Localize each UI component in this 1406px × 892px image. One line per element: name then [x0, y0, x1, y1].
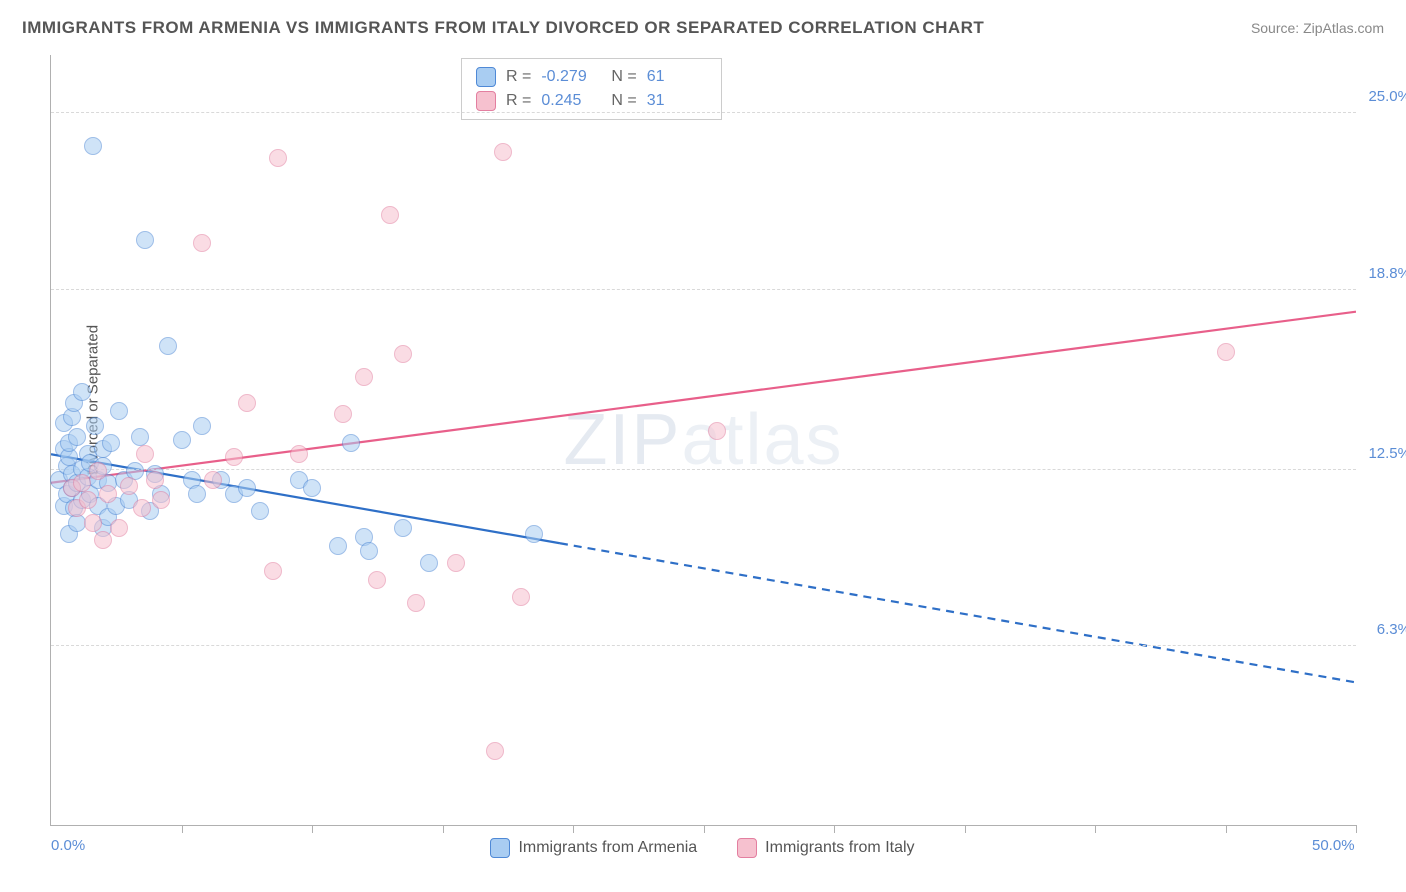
data-point-italy — [152, 491, 170, 509]
data-point-armenia — [394, 519, 412, 537]
n-value: 61 — [647, 65, 707, 89]
data-point-armenia — [420, 554, 438, 572]
x-tick — [1095, 825, 1096, 833]
gridline — [51, 645, 1356, 646]
data-point-armenia — [110, 402, 128, 420]
y-tick-label: 12.5% — [1368, 445, 1406, 462]
data-point-armenia — [84, 137, 102, 155]
data-point-armenia — [73, 383, 91, 401]
data-point-armenia — [188, 485, 206, 503]
legend-item-armenia[interactable]: Immigrants from Armenia — [490, 838, 697, 858]
regression-lines-layer — [51, 55, 1356, 825]
data-point-italy — [225, 448, 243, 466]
data-point-armenia — [136, 231, 154, 249]
r-label: R = — [506, 65, 531, 89]
data-point-italy — [269, 149, 287, 167]
data-point-italy — [204, 471, 222, 489]
legend-label: Immigrants from Armenia — [518, 839, 697, 857]
x-tick — [1356, 825, 1357, 833]
source-attribution: Source: ZipAtlas.com — [1251, 20, 1384, 36]
legend-row-armenia: R = -0.279 N = 61 — [476, 65, 707, 89]
y-tick-label: 18.8% — [1368, 265, 1406, 282]
data-point-italy — [708, 422, 726, 440]
data-point-armenia — [525, 525, 543, 543]
data-point-armenia — [238, 479, 256, 497]
data-point-italy — [238, 394, 256, 412]
data-point-armenia — [329, 537, 347, 555]
data-point-armenia — [68, 428, 86, 446]
gridline — [51, 112, 1356, 113]
data-point-armenia — [173, 431, 191, 449]
gridline — [51, 469, 1356, 470]
n-label: N = — [611, 65, 636, 89]
data-point-armenia — [86, 417, 104, 435]
data-point-italy — [136, 445, 154, 463]
data-point-armenia — [342, 434, 360, 452]
y-tick-label: 25.0% — [1368, 88, 1406, 105]
legend-row-italy: R = 0.245 N = 31 — [476, 89, 707, 113]
data-point-italy — [486, 742, 504, 760]
data-point-armenia — [102, 434, 120, 452]
series-legend: Immigrants from Armenia Immigrants from I… — [50, 838, 1355, 858]
data-point-italy — [79, 491, 97, 509]
x-tick — [965, 825, 966, 833]
data-point-armenia — [360, 542, 378, 560]
x-tick — [573, 825, 574, 833]
legend-swatch-armenia — [490, 838, 510, 858]
data-point-armenia — [159, 337, 177, 355]
data-point-italy — [355, 368, 373, 386]
chart-title: IMMIGRANTS FROM ARMENIA VS IMMIGRANTS FR… — [22, 18, 984, 38]
data-point-italy — [94, 531, 112, 549]
legend-swatch-italy — [737, 838, 757, 858]
data-point-italy — [334, 405, 352, 423]
legend-swatch-italy — [476, 91, 496, 111]
source-prefix: Source: — [1251, 20, 1303, 36]
data-point-italy — [290, 445, 308, 463]
legend-swatch-armenia — [476, 67, 496, 87]
data-point-italy — [264, 562, 282, 580]
y-tick-label: 6.3% — [1377, 621, 1406, 638]
data-point-italy — [84, 514, 102, 532]
data-point-italy — [407, 594, 425, 612]
chart-plot-area: ZIPatlas R =-0.279N =61R =0.245N =31 6.3… — [50, 55, 1356, 826]
data-point-italy — [512, 588, 530, 606]
data-point-italy — [494, 143, 512, 161]
legend-item-italy[interactable]: Immigrants from Italy — [737, 838, 914, 858]
x-tick — [443, 825, 444, 833]
r-value: 0.245 — [541, 89, 601, 113]
r-value: -0.279 — [541, 65, 601, 89]
gridline — [51, 289, 1356, 290]
data-point-italy — [120, 477, 138, 495]
legend-label: Immigrants from Italy — [765, 839, 914, 857]
data-point-italy — [73, 474, 91, 492]
data-point-armenia — [251, 502, 269, 520]
n-value: 31 — [647, 89, 707, 113]
data-point-italy — [447, 554, 465, 572]
x-tick — [312, 825, 313, 833]
data-point-italy — [193, 234, 211, 252]
data-point-italy — [381, 206, 399, 224]
x-tick — [704, 825, 705, 833]
data-point-armenia — [193, 417, 211, 435]
x-tick — [1226, 825, 1227, 833]
r-label: R = — [506, 89, 531, 113]
x-tick — [182, 825, 183, 833]
data-point-armenia — [303, 479, 321, 497]
correlation-legend: R = -0.279 N = 61 R = 0.245 N = 31 — [461, 58, 722, 120]
n-label: N = — [611, 89, 636, 113]
source-link[interactable]: ZipAtlas.com — [1303, 20, 1384, 36]
data-point-italy — [1217, 343, 1235, 361]
data-point-armenia — [131, 428, 149, 446]
data-point-italy — [368, 571, 386, 589]
data-point-italy — [394, 345, 412, 363]
data-point-italy — [110, 519, 128, 537]
x-tick — [834, 825, 835, 833]
